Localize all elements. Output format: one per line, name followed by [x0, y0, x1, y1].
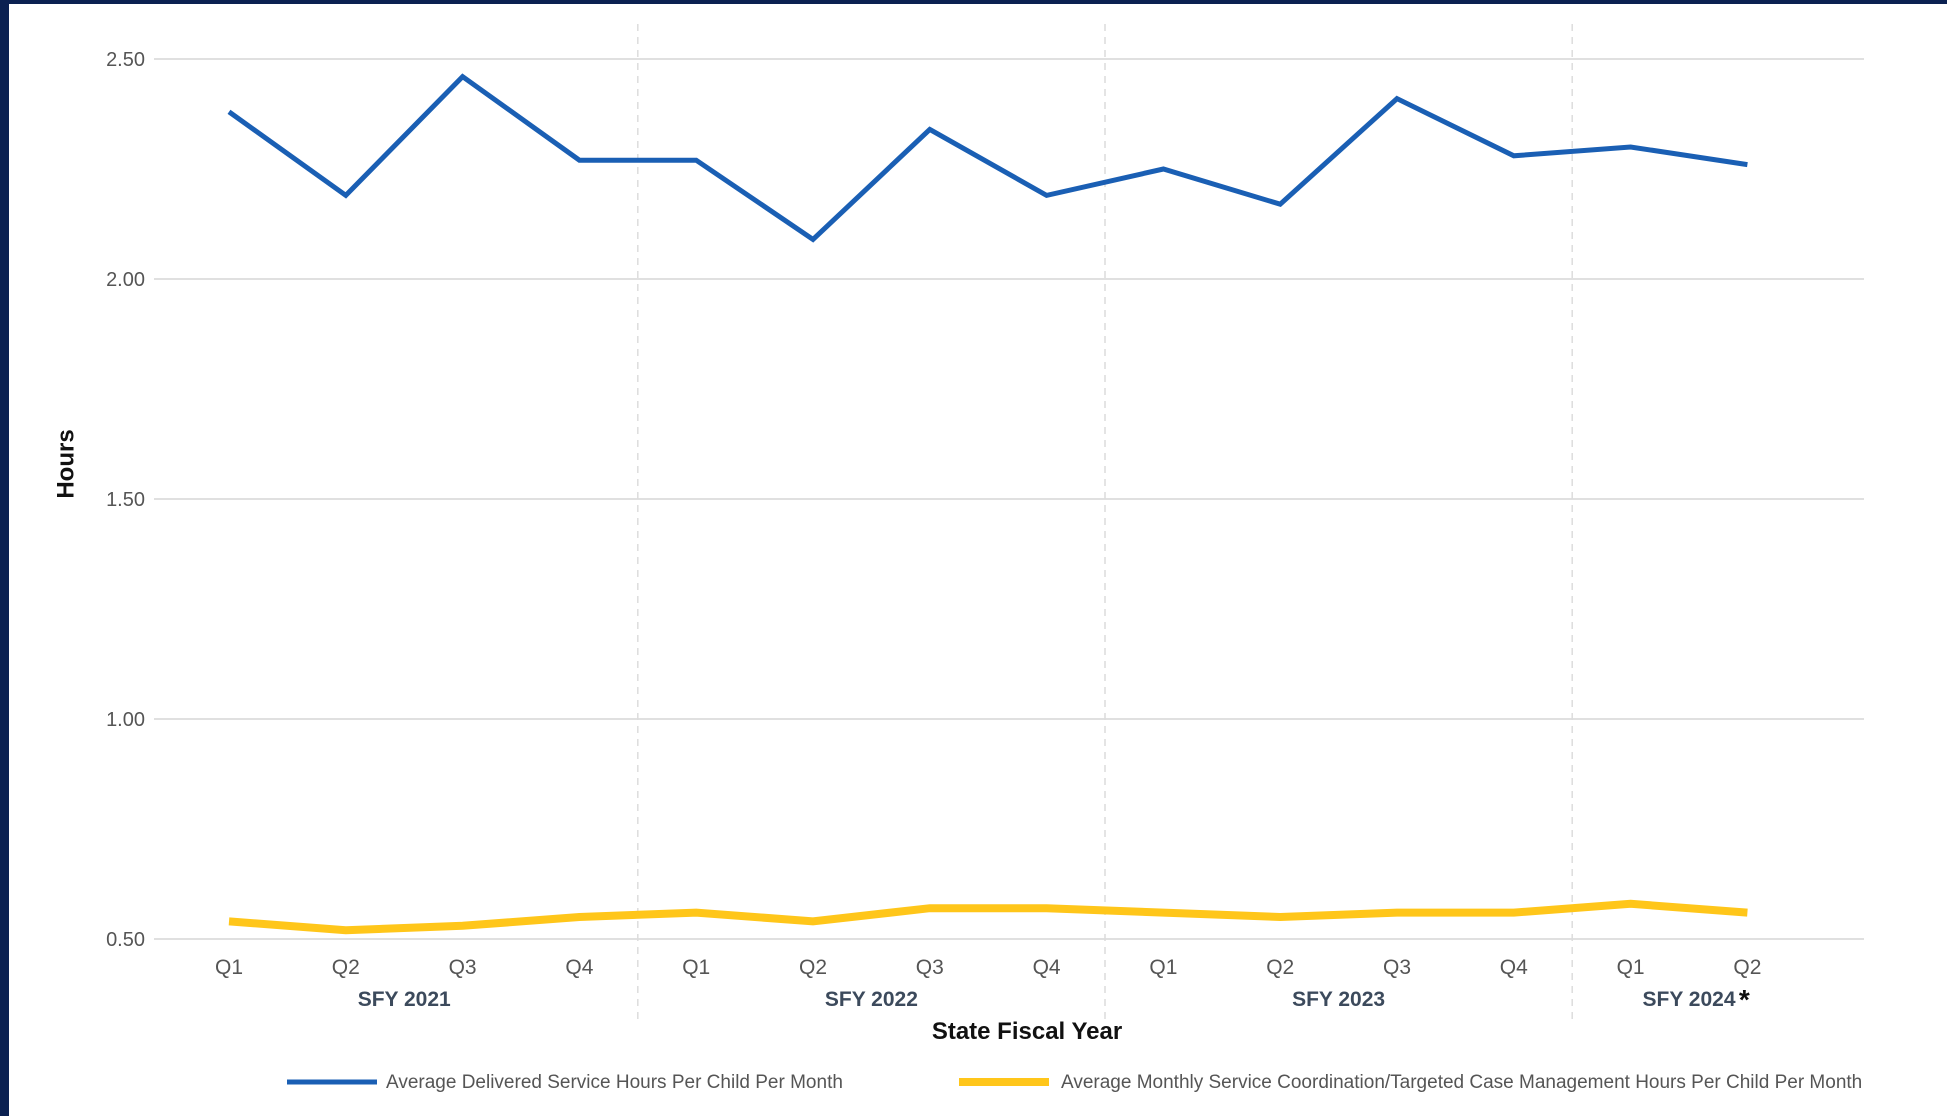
gridlines: [154, 58, 1864, 940]
series-lines: [227, 73, 1748, 935]
x-axis-groups: SFY 2021 SFY 2022 SFY 2023 SFY 2024 *: [358, 984, 1750, 1015]
y-axis-ticks: 2.50 2.00 1.50 1.00 0.50: [106, 49, 145, 951]
legend-label: Average Monthly Service Coordination/Tar…: [1061, 1072, 1862, 1093]
x-group-label: SFY 2024: [1642, 988, 1735, 1011]
x-tick-label: Q4: [565, 956, 593, 979]
line-chart: 2.502.001.501.000.50 Q1 Q2 Q3 Q4 Q1 Q2 Q3 Q4 Q1 Q…: [52, 24, 1864, 1093]
y-tick-label: 1.50: [106, 489, 145, 511]
x-axis-title: State Fiscal Year: [932, 1018, 1122, 1045]
legend: Average Delivered Service Hours Per Chil…: [287, 1072, 1862, 1093]
y-tick-label: 0.50: [106, 929, 145, 951]
chart-frame: 2.50 2.00 1.50 1.00 0.50 Q1 Q2 Q3 Q4 Q1 Q2 Q3 Q4 Q1 Q…: [9, 4, 1947, 1116]
x-tick-label: Q2: [799, 956, 827, 979]
x-tick-label: Q3: [449, 956, 477, 979]
x-tick-label: Q2: [1266, 956, 1294, 979]
y-tick-label: 1.00: [106, 709, 145, 731]
x-group-label: SFY 2022: [825, 988, 918, 1011]
footnote-asterisk: *: [1739, 984, 1750, 1015]
x-tick-label: Q1: [1617, 956, 1645, 979]
x-tick-label: Q2: [1733, 956, 1761, 979]
x-tick-label: Q4: [1033, 956, 1061, 979]
x-tick-label: Q2: [332, 956, 360, 979]
x-group-label: SFY 2023: [1292, 988, 1385, 1011]
x-tick-label: Q1: [682, 956, 710, 979]
series-line-coordination-hours: [228, 899, 1748, 935]
y-axis-title: Hours: [52, 429, 79, 498]
series-line-delivered-hours: [227, 73, 1748, 243]
x-group-label: SFY 2021: [358, 988, 451, 1011]
group-separators: [637, 24, 1573, 1019]
y-tick-label: 2.00: [106, 269, 145, 291]
x-tick-label: Q3: [1383, 956, 1411, 979]
x-tick-label: Q1: [1149, 956, 1177, 979]
x-tick-label: Q1: [215, 956, 243, 979]
legend-label: Average Delivered Service Hours Per Chil…: [386, 1072, 843, 1093]
x-tick-label: Q4: [1500, 956, 1528, 979]
x-axis-ticks: Q1 Q2 Q3 Q4 Q1 Q2 Q3 Q4 Q1 Q2 Q3 Q4 Q1 Q2: [215, 956, 1761, 979]
x-tick-label: Q3: [916, 956, 944, 979]
y-tick-label: 2.50: [106, 49, 145, 71]
